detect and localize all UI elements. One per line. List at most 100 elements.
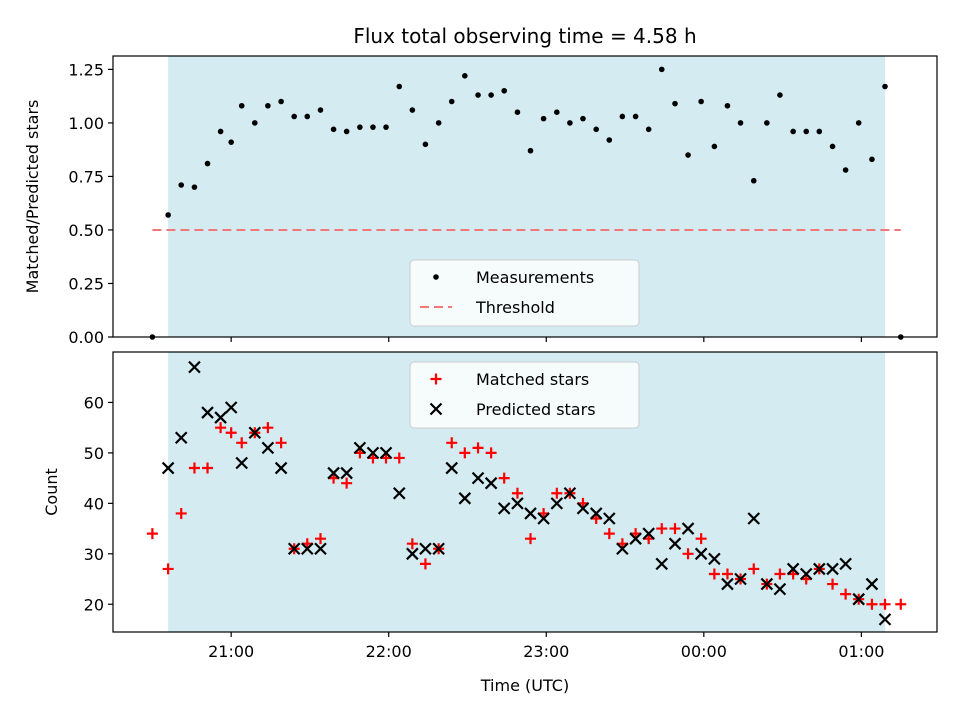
legend-marker [429,402,443,416]
legend-label: Threshold [475,298,555,317]
y-tick-label: 1.25 [68,60,104,79]
data-point [878,613,892,626]
data-point [458,492,472,505]
data-point [580,115,586,122]
data-point [527,147,534,154]
data-point [803,128,810,135]
y-tick-label: 40 [84,494,104,513]
data-point [228,139,234,145]
data-point [656,523,668,535]
data-point [146,528,158,540]
data-point [459,447,471,459]
legend-label: Measurements [476,268,594,287]
data-point [162,563,174,575]
data-point [393,452,405,464]
data-point [327,466,340,480]
data-point [777,92,783,98]
data-point [406,538,418,550]
data-point [629,532,642,545]
data-point [603,528,615,540]
data-point [642,527,655,540]
axes-frame [112,351,938,633]
series-measurements [149,66,904,340]
data-point [593,126,600,133]
data-point [278,98,284,105]
data-point [826,562,839,576]
data-point [370,124,376,130]
data-point [511,497,524,510]
data-point [379,446,393,460]
data-point [524,507,537,520]
data-point [419,558,431,570]
legend-box [409,259,640,327]
data-point [551,487,563,499]
data-point [708,552,721,566]
data-point [383,124,389,130]
data-point [786,562,800,576]
data-point [734,572,747,586]
legend-label: Matched stars [476,370,589,389]
data-point [737,120,744,126]
data-point [485,447,497,459]
data-point [446,437,458,449]
data-point [217,128,224,135]
data-point [852,592,865,606]
data-point [191,184,198,190]
data-point [317,107,324,113]
data-point [251,120,258,126]
chart-title: Flux total observing time = 4.58 h [353,24,696,48]
data-point [497,502,511,515]
data-point [645,126,652,133]
data-point [409,107,416,113]
data-point [724,102,731,109]
data-point [589,507,603,520]
data-point [435,120,442,126]
data-point [540,115,547,122]
data-point [432,542,445,556]
data-point [694,547,708,561]
data-point [603,512,616,525]
data-point [668,537,682,550]
data-point [721,577,734,591]
x-tick-label: 21:00 [208,642,254,661]
data-point [655,557,669,571]
data-point [236,437,248,449]
data-point [606,137,613,143]
data-point [165,212,171,218]
data-point [525,533,537,545]
data-point [550,497,564,510]
data-point [419,542,432,556]
data-point [238,102,245,109]
y-axis-label: Count [42,468,61,516]
data-point [472,442,484,454]
data-point [866,598,878,610]
axes-frame [112,55,938,338]
x-tick-label: 01:00 [838,642,884,661]
data-point [287,542,301,556]
legend-label: Predicted stars [476,400,596,419]
data-point [658,66,665,73]
data-point [764,120,770,126]
data-point [330,126,337,133]
data-point [576,502,590,515]
data-point [392,486,406,500]
count-panel: 20 30 40 50 60 21:00 22:00 23:00 00:00 01:00 Count… [42,351,938,695]
legend-marker [430,373,442,385]
data-point [514,109,521,115]
legend-box [409,361,640,429]
data-point [340,466,353,480]
y-tick-label: 0.25 [68,274,104,293]
data-point [357,124,363,130]
data-point [161,461,175,475]
data-point [773,582,787,596]
data-point [462,73,468,79]
data-point [488,92,494,98]
data-point [790,128,796,135]
data-point [274,461,288,475]
data-point [343,128,350,135]
data-point [248,426,262,439]
data-point [224,401,238,414]
data-point [632,113,639,120]
data-point [721,568,733,580]
data-point [406,547,419,561]
